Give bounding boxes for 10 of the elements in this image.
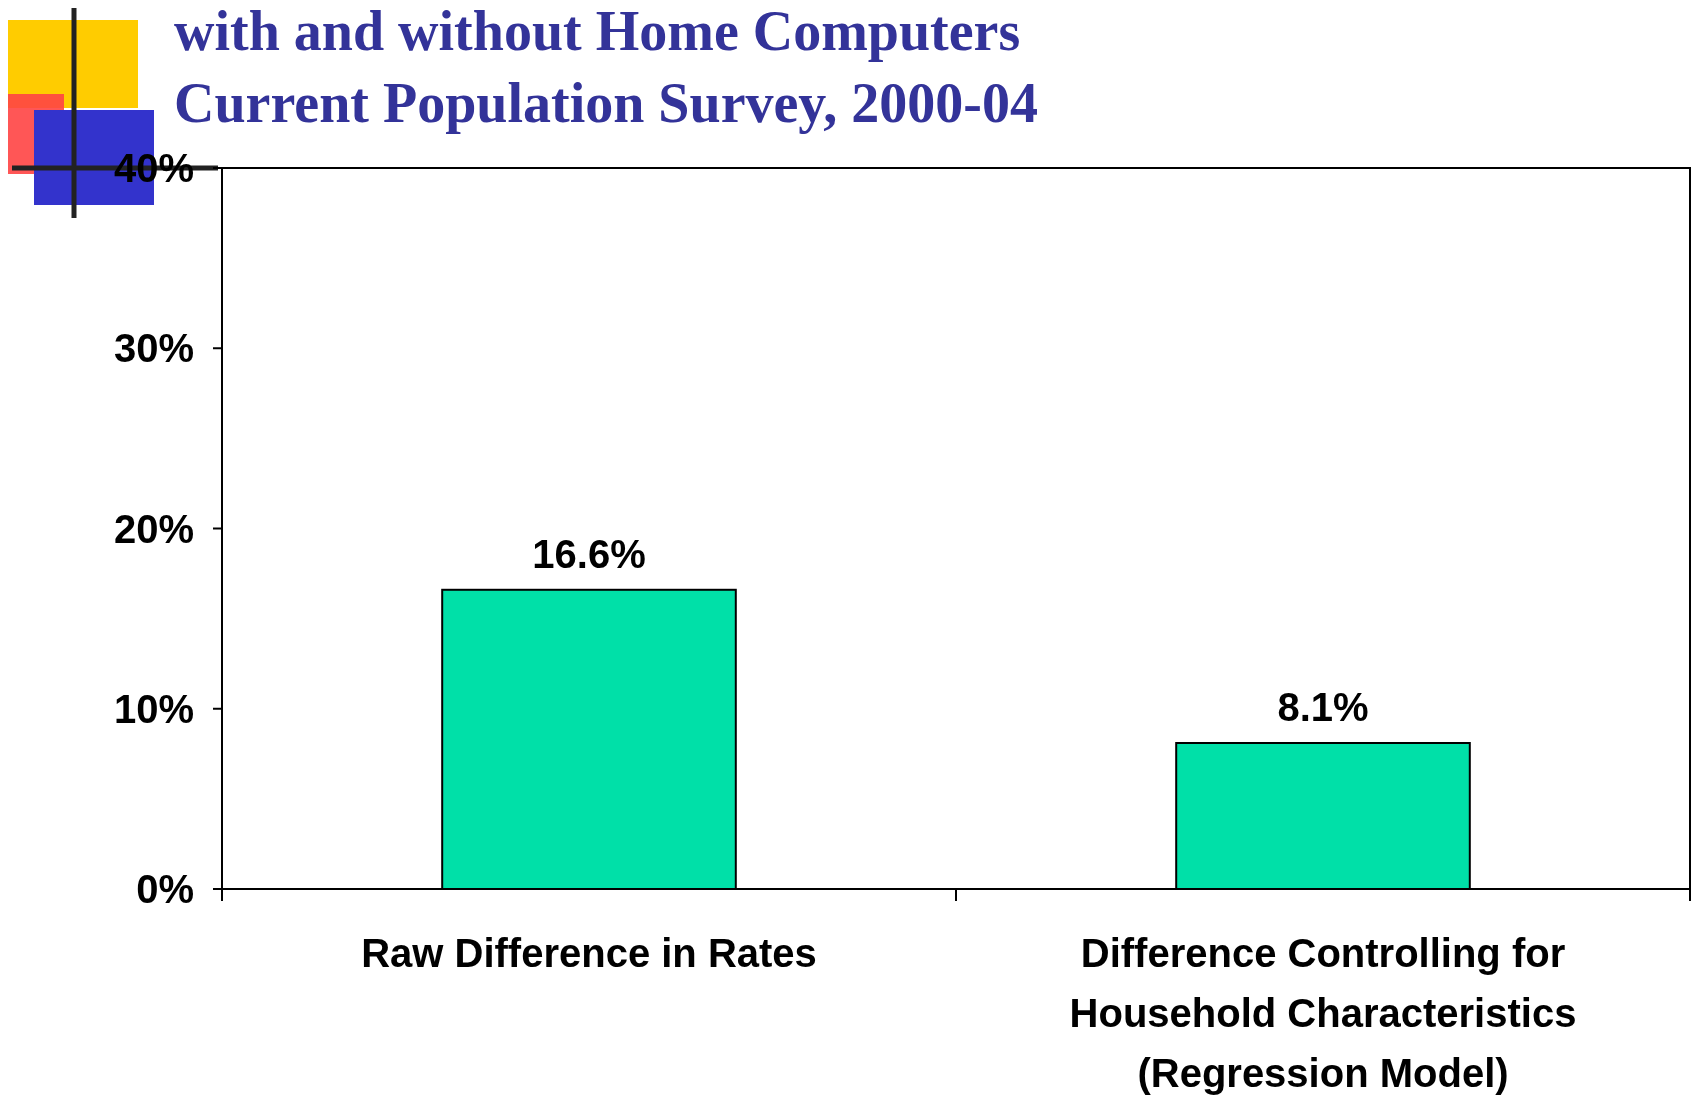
y-tick-label: 0% <box>136 867 194 911</box>
chart-title: with and without Home Computers Current Population Survey, 2000-04 <box>174 0 1038 134</box>
data-label: 8.1% <box>1277 685 1369 729</box>
y-tick-label: 10% <box>113 686 194 731</box>
data-label: 16.6% <box>532 531 646 576</box>
y-tick-label: 40% <box>113 146 194 190</box>
x-tick-label: Difference Controlling for Household Characteristics (Regression Model) <box>1069 931 1577 1095</box>
x-tick-label: Raw Difference in Rates <box>361 931 817 975</box>
y-tick-label: 20% <box>113 506 194 551</box>
y-tick-label: 30% <box>113 326 194 371</box>
